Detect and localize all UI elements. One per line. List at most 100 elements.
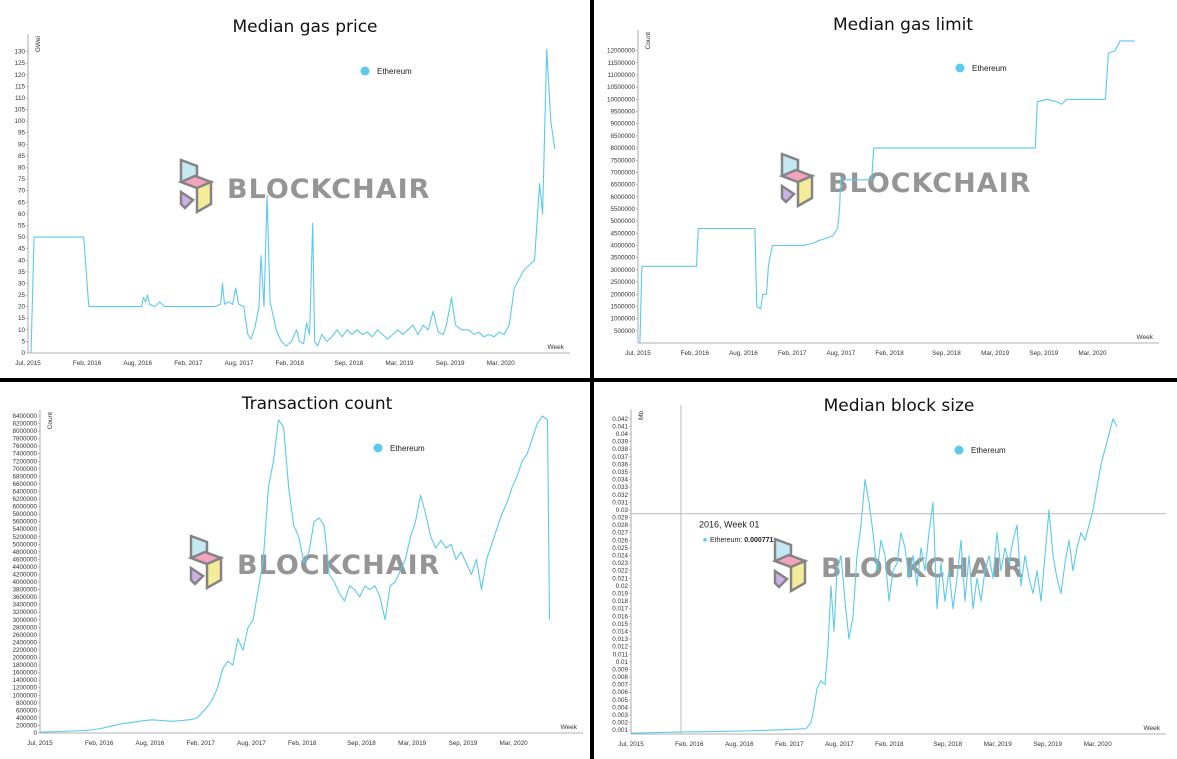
y-tick-label: 0.026 [612,537,628,544]
y-tick-label: 105 [14,107,25,114]
x-tick-label: Aug, 2016 [123,360,152,367]
y-tick-label: 0.022 [612,568,628,575]
y-tick-label: 5000000 [610,218,635,225]
x-tick-label: Aug, 2017 [225,360,254,367]
gas-limit-title: Median gas limit [833,15,973,35]
y-tick-label: 7800000 [12,436,37,443]
y-tick-label: 1200000 [12,685,37,692]
y-tick-label: 7000000 [610,169,635,176]
x-tick-label: Feb, 2016 [85,740,114,747]
y-tick-label: 7400000 [12,451,37,458]
y-tick-label: 20 [18,304,26,311]
y-tick-label: 7600000 [12,443,37,450]
y-tick-label: 95 [18,130,26,137]
tx-count-panel: BLOCKCHAIR Transaction count 0 200000 400000… [0,382,590,759]
y-tick-label: 65 [18,199,26,206]
y-tick-label: 2800000 [12,624,37,631]
tx-count-series-line[interactable] [39,415,551,733]
logo-purple-piece [780,183,796,204]
y-tick-label: 85 [18,153,26,160]
y-tick-label: 5 [21,338,25,345]
logo-yellow-piece [205,556,223,591]
y-tick-label: 30 [18,280,26,287]
y-tick-label: 10000000 [607,96,636,103]
y-tick-label: 2500000 [610,279,635,286]
y-tick-label: 120 [14,72,25,79]
y-tick-label: 50 [18,234,26,241]
y-tick-label: 1600000 [12,670,37,677]
gas-price-x-caption: Week [548,344,565,351]
y-tick-label: 0.028 [612,522,628,529]
block-size-series-line[interactable] [630,418,1118,734]
y-tick-label: 6000000 [12,504,37,511]
x-tick-label: Sep, 2019 [449,740,478,747]
y-tick-label: 5200000 [12,534,37,541]
gas-limit-panel: BLOCKCHAIR Median gas limit 500000 1000000 1… [594,0,1177,378]
y-tick-label: 100 [14,118,25,125]
y-tick-label: 11500000 [607,60,635,67]
y-tick-label: 4600000 [12,556,37,563]
x-tick-label: Mar, 2020 [1084,741,1113,748]
y-tick-label: 6800000 [12,473,37,480]
y-tick-label: 10 [18,327,26,334]
legend-label: Ethereum [972,64,1007,73]
y-tick-label: 12000000 [607,48,636,55]
y-tick-label: 0.034 [612,477,628,484]
y-tick-label: 9500000 [610,109,635,116]
tx-count-legend[interactable]: Ethereum [373,443,426,454]
logo-yellow-piece [195,180,213,215]
y-tick-label: 75 [18,176,26,183]
tx-count-unit-label: Count [47,412,54,430]
x-tick-label: Feb, 2018 [275,360,304,367]
y-tick-label: 4800000 [12,549,37,556]
y-tick-label: 0.013 [612,636,628,643]
y-tick-label: 5600000 [12,519,37,526]
x-tick-label: Aug, 2017 [825,741,854,748]
x-tick-label: Feb, 2018 [875,741,904,748]
block-size-x-caption: Week [1144,725,1161,732]
tooltip-value: 0.000771 [744,537,773,544]
y-tick-label: 3500000 [610,255,635,262]
y-tick-label: 800000 [16,700,38,707]
gas-price-series-line[interactable] [30,48,556,354]
y-tick-label: 55 [18,222,26,229]
x-tick-label: Aug, 2016 [136,740,165,747]
y-tick-label: 3400000 [12,602,37,609]
y-tick-label: 0.018 [612,598,628,605]
y-tick-label: 0.004 [612,704,628,711]
legend-swatch [954,445,964,455]
y-tick-label: 0.003 [612,712,628,719]
y-tick-label: 0.008 [612,674,628,681]
y-tick-label: 0.015 [612,621,628,628]
y-tick-label: 1400000 [12,677,37,684]
x-tick-label: Mar, 2019 [981,350,1010,357]
x-tick-label: Feb, 2017 [174,360,203,367]
x-tick-label: Feb, 2017 [186,740,215,747]
gas-limit-series-line[interactable] [639,40,1135,344]
y-tick-label: 1500000 [610,303,635,310]
block-size-legend[interactable]: Ethereum [954,445,1007,456]
legend-swatch [373,443,383,453]
gas-limit-unit-label: Count [645,32,652,50]
y-tick-label: 4000000 [12,579,37,586]
x-tick-label: Mar, 2019 [984,741,1013,748]
gas-price-legend[interactable]: Ethereum [360,66,413,77]
y-tick-label: 0.027 [612,530,628,537]
y-tick-label: 0.03 [616,507,629,514]
logo-yellow-piece [796,174,814,209]
y-tick-label: 0.001 [612,727,628,734]
gas-price-unit-label: GWei [35,36,42,52]
y-tick-label: 0.033 [612,484,628,491]
y-tick-label: 3800000 [12,587,37,594]
y-tick-label: 80 [18,165,26,172]
y-tick-label: 0.012 [612,644,628,651]
x-tick-label: Jul, 2015 [625,350,651,357]
y-tick-label: 0.006 [612,689,628,696]
gas-limit-svg: BLOCKCHAIR Median gas limit 500000 1000000 1… [607,15,1159,357]
x-tick-label: Sep, 2018 [933,741,962,748]
y-tick-label: 0.029 [612,515,628,522]
y-tick-label: 1000000 [12,692,37,699]
gas-limit-legend[interactable]: Ethereum [955,63,1008,74]
x-tick-label: Aug, 2017 [826,350,855,357]
